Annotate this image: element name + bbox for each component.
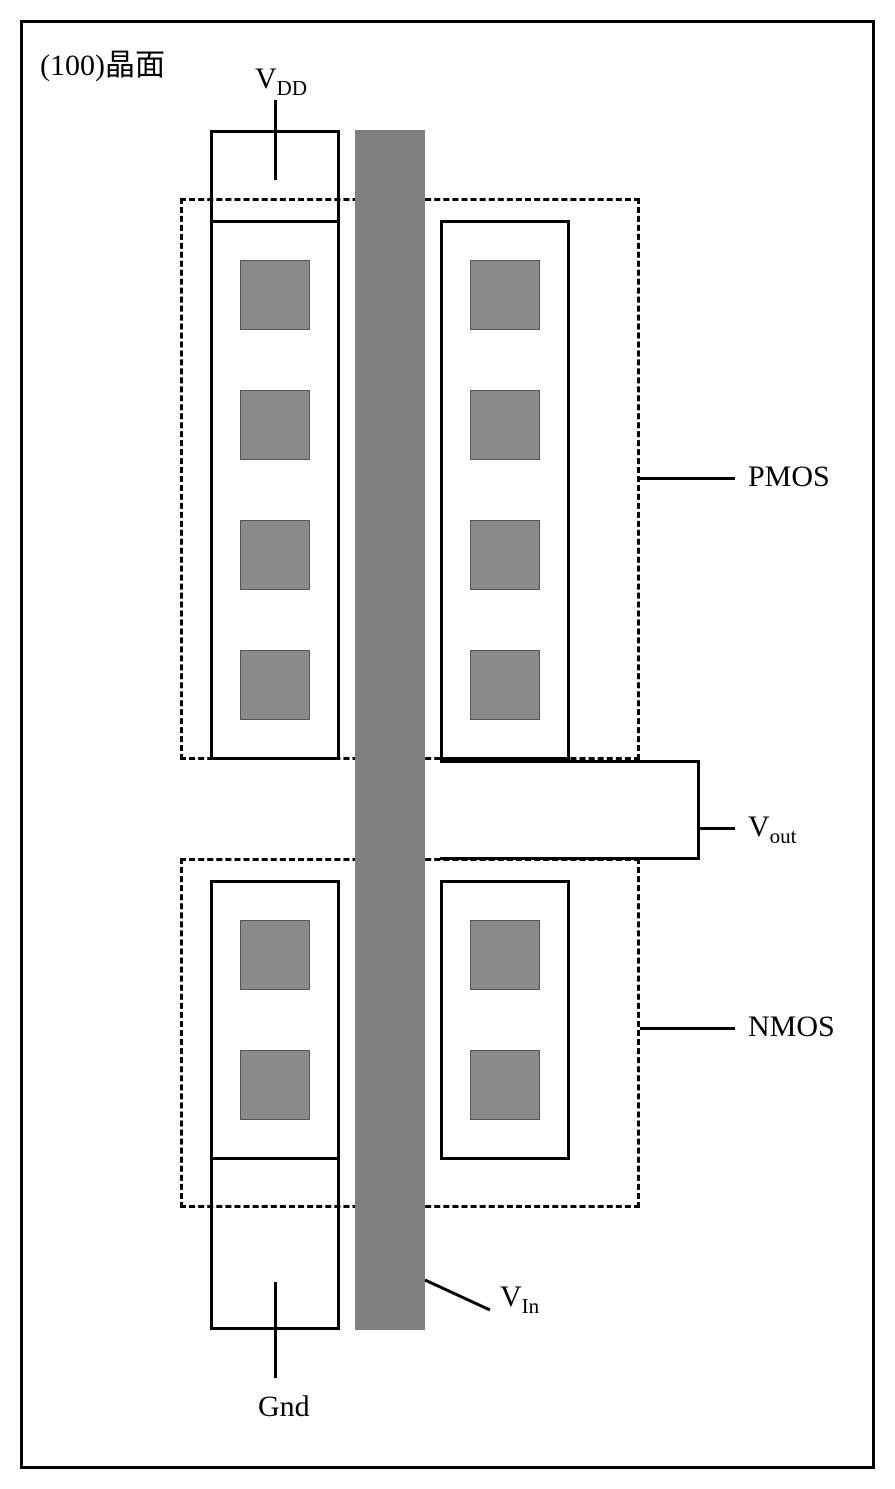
contact [470,920,540,990]
gnd-label: Gnd [258,1390,310,1424]
contact [470,260,540,330]
vdd-leader [274,100,277,180]
contact [240,1050,310,1120]
contact [470,1050,540,1120]
crystal-face-label: (100)晶面 [40,40,165,84]
pmos-leader [640,477,735,480]
gnd-leader [274,1282,277,1378]
vin-label: VIn [500,1280,539,1319]
contact [240,390,310,460]
contact [470,390,540,460]
contact [240,260,310,330]
diagram-canvas: (100)晶面 VDD PMOS Vout NMOS VIn Gnd [0,0,895,1489]
contact [240,650,310,720]
vout-leader [700,827,735,830]
contact [240,920,310,990]
contact [240,520,310,590]
pmos-label: PMOS [748,460,830,494]
vout-label: Vout [748,810,797,849]
vdd-label: VDD [255,62,307,101]
nmos-label: NMOS [748,1010,835,1044]
vout-rail [440,760,700,860]
contact [470,650,540,720]
nmos-leader [640,1027,735,1030]
contact [470,520,540,590]
gate-poly [355,130,425,1330]
